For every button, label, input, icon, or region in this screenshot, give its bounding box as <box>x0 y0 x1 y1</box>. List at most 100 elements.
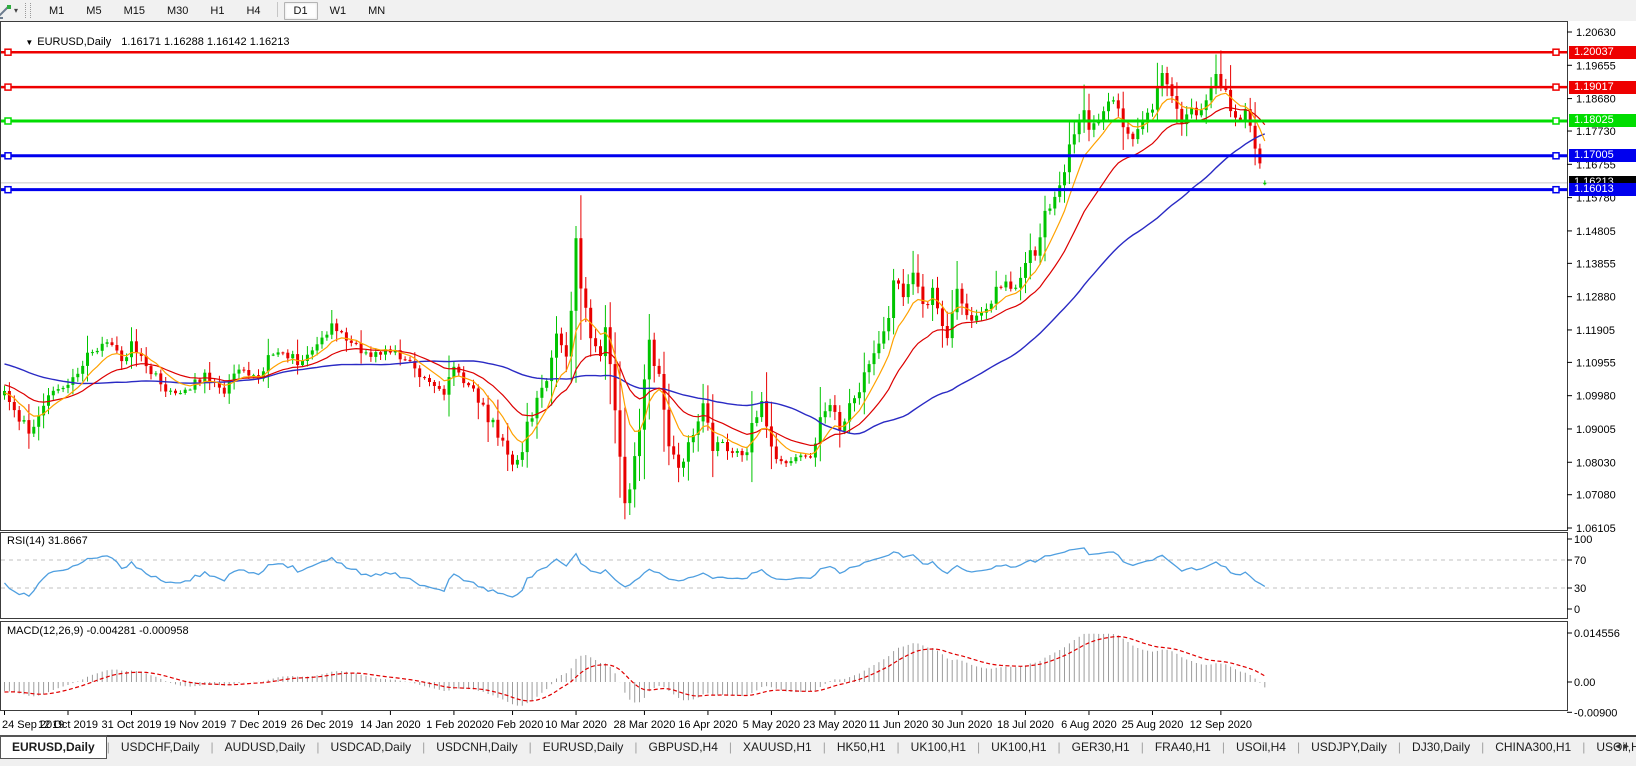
candle-body <box>1170 84 1174 96</box>
candle-body <box>911 272 915 285</box>
axis-tick-label: 1.17730 <box>1576 126 1616 138</box>
candle-body <box>335 323 339 332</box>
candle-body <box>95 350 99 353</box>
hline-handle[interactable] <box>1552 83 1560 91</box>
candle-body <box>51 390 55 396</box>
candle-body <box>1043 210 1047 238</box>
horizontal-line[interactable] <box>1 152 1567 160</box>
timeframe-button-h1[interactable]: H1 <box>210 4 225 17</box>
candle-body <box>1009 281 1013 289</box>
candle-body <box>374 352 378 357</box>
candle-body <box>1126 127 1130 134</box>
horizontal-line[interactable] <box>1 83 1567 91</box>
axis-tick-label: 1.08030 <box>1576 457 1616 469</box>
candle-body <box>1063 172 1066 186</box>
chart-tab-usoil-h4[interactable]: USOil,H4 <box>1235 740 1286 754</box>
tab-scroll-left-icon[interactable]: ◂ <box>1614 741 1624 752</box>
candle-body <box>344 332 348 341</box>
candle-body <box>701 403 705 422</box>
chart-title: ▼ EURUSD,Daily 1.16171 1.16288 1.16142 1.1… <box>7 24 289 60</box>
tab-separator: | <box>822 740 826 754</box>
chart-tab-dj30-daily[interactable]: DJ30,Daily <box>1412 740 1471 754</box>
candle-body <box>818 417 822 444</box>
candle-body <box>857 392 861 399</box>
candle-body <box>359 343 363 354</box>
candle-body <box>506 440 510 455</box>
collapse-triangle-icon[interactable]: ▼ <box>25 38 34 47</box>
horizontal-line[interactable] <box>1 185 1567 194</box>
tab-scroll-right-icon[interactable]: ▸ <box>1623 741 1633 752</box>
hline-handle[interactable] <box>4 185 12 194</box>
candle-body <box>784 461 788 464</box>
hline-handle[interactable] <box>1552 117 1560 125</box>
candle-body <box>442 388 446 395</box>
candle-body <box>457 366 461 373</box>
axis-tick-label: 1.06105 <box>1576 523 1616 535</box>
chart-tab-china300-h1[interactable]: CHINA300,H1 <box>1495 740 1572 754</box>
chart-tab-usoil-h4[interactable]: USOil,H4 <box>1596 740 1636 754</box>
timeframe-button-w1[interactable]: W1 <box>329 4 347 17</box>
candle-body <box>623 456 627 504</box>
chart-tab-uk100-h1[interactable]: UK100,H1 <box>910 740 967 754</box>
chart-tab-usdchf-daily[interactable]: USDCHF,Daily <box>120 740 200 754</box>
timeframe-button-m30[interactable]: M30 <box>166 4 189 17</box>
chart-tab-xauusd-h1[interactable]: XAUUSD,H1 <box>743 740 812 754</box>
candle-body <box>1248 109 1252 126</box>
candle-body <box>100 343 104 351</box>
candle-body <box>315 344 319 351</box>
hline-handle[interactable] <box>1552 185 1560 194</box>
tab-separator: | <box>1057 740 1061 754</box>
candle-body <box>823 411 827 418</box>
timeframe-button-d1[interactable]: D1 <box>283 1 318 20</box>
chart-tab-audusd-daily[interactable]: AUDUSD,Daily <box>224 740 306 754</box>
chart-tab-usdjpy-daily[interactable]: USDJPY,Daily <box>1311 740 1387 754</box>
candle-body <box>476 388 480 403</box>
chart-tab-eurusd-daily[interactable]: EURUSD,Daily <box>542 740 624 754</box>
horizontal-line[interactable] <box>1 48 1567 56</box>
tab-separator: | <box>1296 740 1301 754</box>
candle-body <box>760 401 764 418</box>
candle-body <box>208 372 212 382</box>
candle-body <box>340 331 344 333</box>
chart-tab-usdcad-daily[interactable]: USDCAD,Daily <box>330 740 412 754</box>
candle-body <box>413 361 417 369</box>
candle-body <box>1131 133 1135 140</box>
chart-tab-uk100-h1[interactable]: UK100,H1 <box>991 740 1047 754</box>
hline-handle[interactable] <box>1552 152 1560 160</box>
hline-handle[interactable] <box>4 117 12 125</box>
candle-body <box>61 387 65 390</box>
timeframe-button-m1[interactable]: M1 <box>49 4 65 17</box>
candle-body <box>657 365 661 374</box>
chart-tab-usdcnh-daily[interactable]: USDCNH,Daily <box>436 740 518 754</box>
tool-dropdown-caret-icon[interactable]: ▾ <box>14 6 19 15</box>
tab-scroll-arrows[interactable]: ◂▸ <box>1615 741 1633 752</box>
candle-body <box>696 421 700 435</box>
chart-tab-gbpusd-h4[interactable]: GBPUSD,H4 <box>648 740 718 754</box>
timeframe-button-m15[interactable]: M15 <box>123 4 145 17</box>
timeframe-button-m5[interactable]: M5 <box>86 4 102 17</box>
chart-tab-ger30-h1[interactable]: GER30,H1 <box>1071 740 1130 754</box>
chart-tab-hk50-h1[interactable]: HK50,H1 <box>836 740 886 754</box>
hline-handle[interactable] <box>1552 48 1560 56</box>
tab-separator: | <box>422 740 426 754</box>
horizontal-line[interactable] <box>1 117 1567 125</box>
candle-body <box>169 390 173 392</box>
hline-handle[interactable] <box>4 152 12 160</box>
candle-body <box>569 310 573 357</box>
toolbar-grip[interactable] <box>25 3 32 18</box>
chart-tab-fra40-h1[interactable]: FRA40,H1 <box>1154 740 1211 754</box>
tab-separator: | <box>634 740 638 754</box>
hline-handle[interactable] <box>4 48 12 56</box>
chart-tab-eurusd-daily[interactable]: EURUSD,Daily <box>0 735 107 759</box>
candle-body <box>628 489 632 504</box>
candle-body <box>369 352 373 357</box>
line-studies-tool-icon[interactable] <box>0 3 12 19</box>
candle-body <box>447 377 451 395</box>
candle-body <box>232 373 236 381</box>
timeframe-button-mn[interactable]: MN <box>368 4 386 17</box>
candle-body <box>540 387 544 398</box>
timeframe-button-h4[interactable]: H4 <box>246 4 261 17</box>
axis-tick-label: 1.11905 <box>1576 325 1615 337</box>
hline-handle[interactable] <box>4 83 12 91</box>
